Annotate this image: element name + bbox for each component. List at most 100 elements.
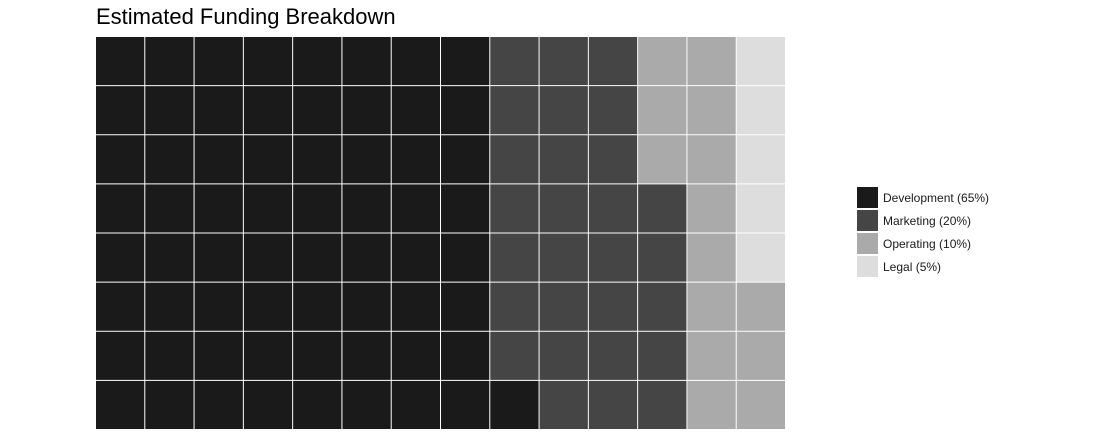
waffle-cell-r3-c4 [243, 135, 293, 184]
waffle-cell-r4-c13 [687, 184, 736, 233]
waffle-cell-r5-c1 [96, 233, 145, 282]
waffle-cell-r6-c5 [293, 282, 342, 331]
legend-label: Operating (10%) [883, 236, 972, 251]
waffle-cell-r5-c9 [490, 233, 539, 282]
waffle-cell-r8-c6 [342, 380, 391, 430]
waffle-cell-r6-c14 [736, 282, 785, 331]
waffle-cell-r5-c2 [145, 233, 194, 282]
waffle-cell-r6-c1 [96, 282, 145, 331]
waffle-cell-r8-c4 [243, 380, 293, 430]
waffle-cell-r7-c8 [441, 331, 490, 380]
waffle-cell-r2-c7 [391, 86, 440, 135]
legend: Development (65%) Marketing (20%) Operatin… [857, 186, 989, 278]
waffle-cell-r2-c4 [243, 86, 293, 135]
legend-swatch [857, 233, 878, 254]
waffle-cell-r5-c7 [391, 233, 440, 282]
legend-item: Marketing (20%) [857, 209, 989, 232]
waffle-cell-r5-c13 [687, 233, 736, 282]
waffle-cell-r1-c9 [490, 37, 539, 86]
legend-item: Legal (5%) [857, 255, 989, 278]
legend-label: Marketing (20%) [883, 213, 972, 228]
waffle-cell-r6-c7 [391, 282, 440, 331]
waffle-cell-r1-c12 [638, 37, 687, 86]
waffle-cell-r2-c2 [145, 86, 194, 135]
waffle-cell-r6-c13 [687, 282, 736, 331]
waffle-cell-r2-c3 [194, 86, 243, 135]
waffle-cell-r7-c9 [490, 331, 539, 380]
waffle-cell-r2-c5 [293, 86, 342, 135]
waffle-cell-r7-c14 [736, 331, 785, 380]
waffle-cell-r1-c10 [539, 37, 588, 86]
waffle-cell-r5-c3 [194, 233, 243, 282]
waffle-cell-r1-c8 [441, 37, 490, 86]
waffle-cell-r3-c14 [736, 135, 785, 184]
waffle-cell-r7-c12 [638, 331, 687, 380]
waffle-cell-r4-c4 [243, 184, 293, 233]
waffle-cell-r6-c3 [194, 282, 243, 331]
waffle-cell-r1-c7 [391, 37, 440, 86]
waffle-cell-r4-c11 [588, 184, 638, 233]
waffle-cell-r8-c10 [539, 380, 588, 430]
waffle-cell-r3-c6 [342, 135, 391, 184]
waffle-cell-r7-c5 [293, 331, 342, 380]
legend-swatch [857, 187, 878, 208]
waffle-cell-r1-c13 [687, 37, 736, 86]
waffle-cell-r3-c11 [588, 135, 638, 184]
waffle-cell-r2-c6 [342, 86, 391, 135]
waffle-cell-r4-c1 [96, 184, 145, 233]
waffle-cell-r4-c10 [539, 184, 588, 233]
waffle-cell-r6-c2 [145, 282, 194, 331]
waffle-cell-r5-c5 [293, 233, 342, 282]
waffle-chart [96, 37, 785, 430]
waffle-cell-r8-c11 [588, 380, 638, 430]
waffle-cell-r8-c3 [194, 380, 243, 430]
waffle-cell-r4-c6 [342, 184, 391, 233]
waffle-cell-r6-c11 [588, 282, 638, 331]
waffle-cell-r3-c3 [194, 135, 243, 184]
waffle-cell-r3-c10 [539, 135, 588, 184]
waffle-cell-r3-c2 [145, 135, 194, 184]
waffle-cell-r4-c3 [194, 184, 243, 233]
waffle-cell-r5-c4 [243, 233, 293, 282]
waffle-cell-r3-c5 [293, 135, 342, 184]
waffle-cell-r5-c11 [588, 233, 638, 282]
waffle-cell-r2-c1 [96, 86, 145, 135]
waffle-cell-r8-c5 [293, 380, 342, 430]
waffle-cell-r7-c1 [96, 331, 145, 380]
waffle-cell-r3-c1 [96, 135, 145, 184]
legend-item: Operating (10%) [857, 232, 989, 255]
waffle-cell-r3-c8 [441, 135, 490, 184]
waffle-cell-r2-c11 [588, 86, 638, 135]
waffle-cell-r5-c8 [441, 233, 490, 282]
waffle-cell-r6-c12 [638, 282, 687, 331]
waffle-cell-r4-c5 [293, 184, 342, 233]
waffle-cell-r7-c2 [145, 331, 194, 380]
waffle-cell-r5-c6 [342, 233, 391, 282]
legend-swatch [857, 210, 878, 231]
waffle-cell-r4-c12 [638, 184, 687, 233]
waffle-cell-r4-c2 [145, 184, 194, 233]
waffle-cell-r5-c10 [539, 233, 588, 282]
waffle-cell-r5-c14 [736, 233, 785, 282]
waffle-cell-r2-c9 [490, 86, 539, 135]
waffle-cell-r1-c1 [96, 37, 145, 86]
legend-swatch [857, 256, 878, 277]
waffle-cell-r6-c10 [539, 282, 588, 331]
waffle-cell-r4-c7 [391, 184, 440, 233]
waffle-cell-r5-c12 [638, 233, 687, 282]
waffle-cell-r2-c14 [736, 86, 785, 135]
legend-item: Development (65%) [857, 186, 989, 209]
waffle-cell-r4-c8 [441, 184, 490, 233]
waffle-cell-r3-c9 [490, 135, 539, 184]
waffle-cell-r1-c11 [588, 37, 638, 86]
waffle-cell-r8-c9 [490, 380, 539, 430]
waffle-cell-r2-c10 [539, 86, 588, 135]
waffle-cell-r8-c12 [638, 380, 687, 430]
waffle-cell-r7-c4 [243, 331, 293, 380]
waffle-cell-r8-c7 [391, 380, 440, 430]
waffle-cell-r1-c3 [194, 37, 243, 86]
waffle-cell-r1-c5 [293, 37, 342, 86]
waffle-cell-r1-c4 [243, 37, 293, 86]
waffle-cell-r4-c9 [490, 184, 539, 233]
waffle-cell-r8-c8 [441, 380, 490, 430]
